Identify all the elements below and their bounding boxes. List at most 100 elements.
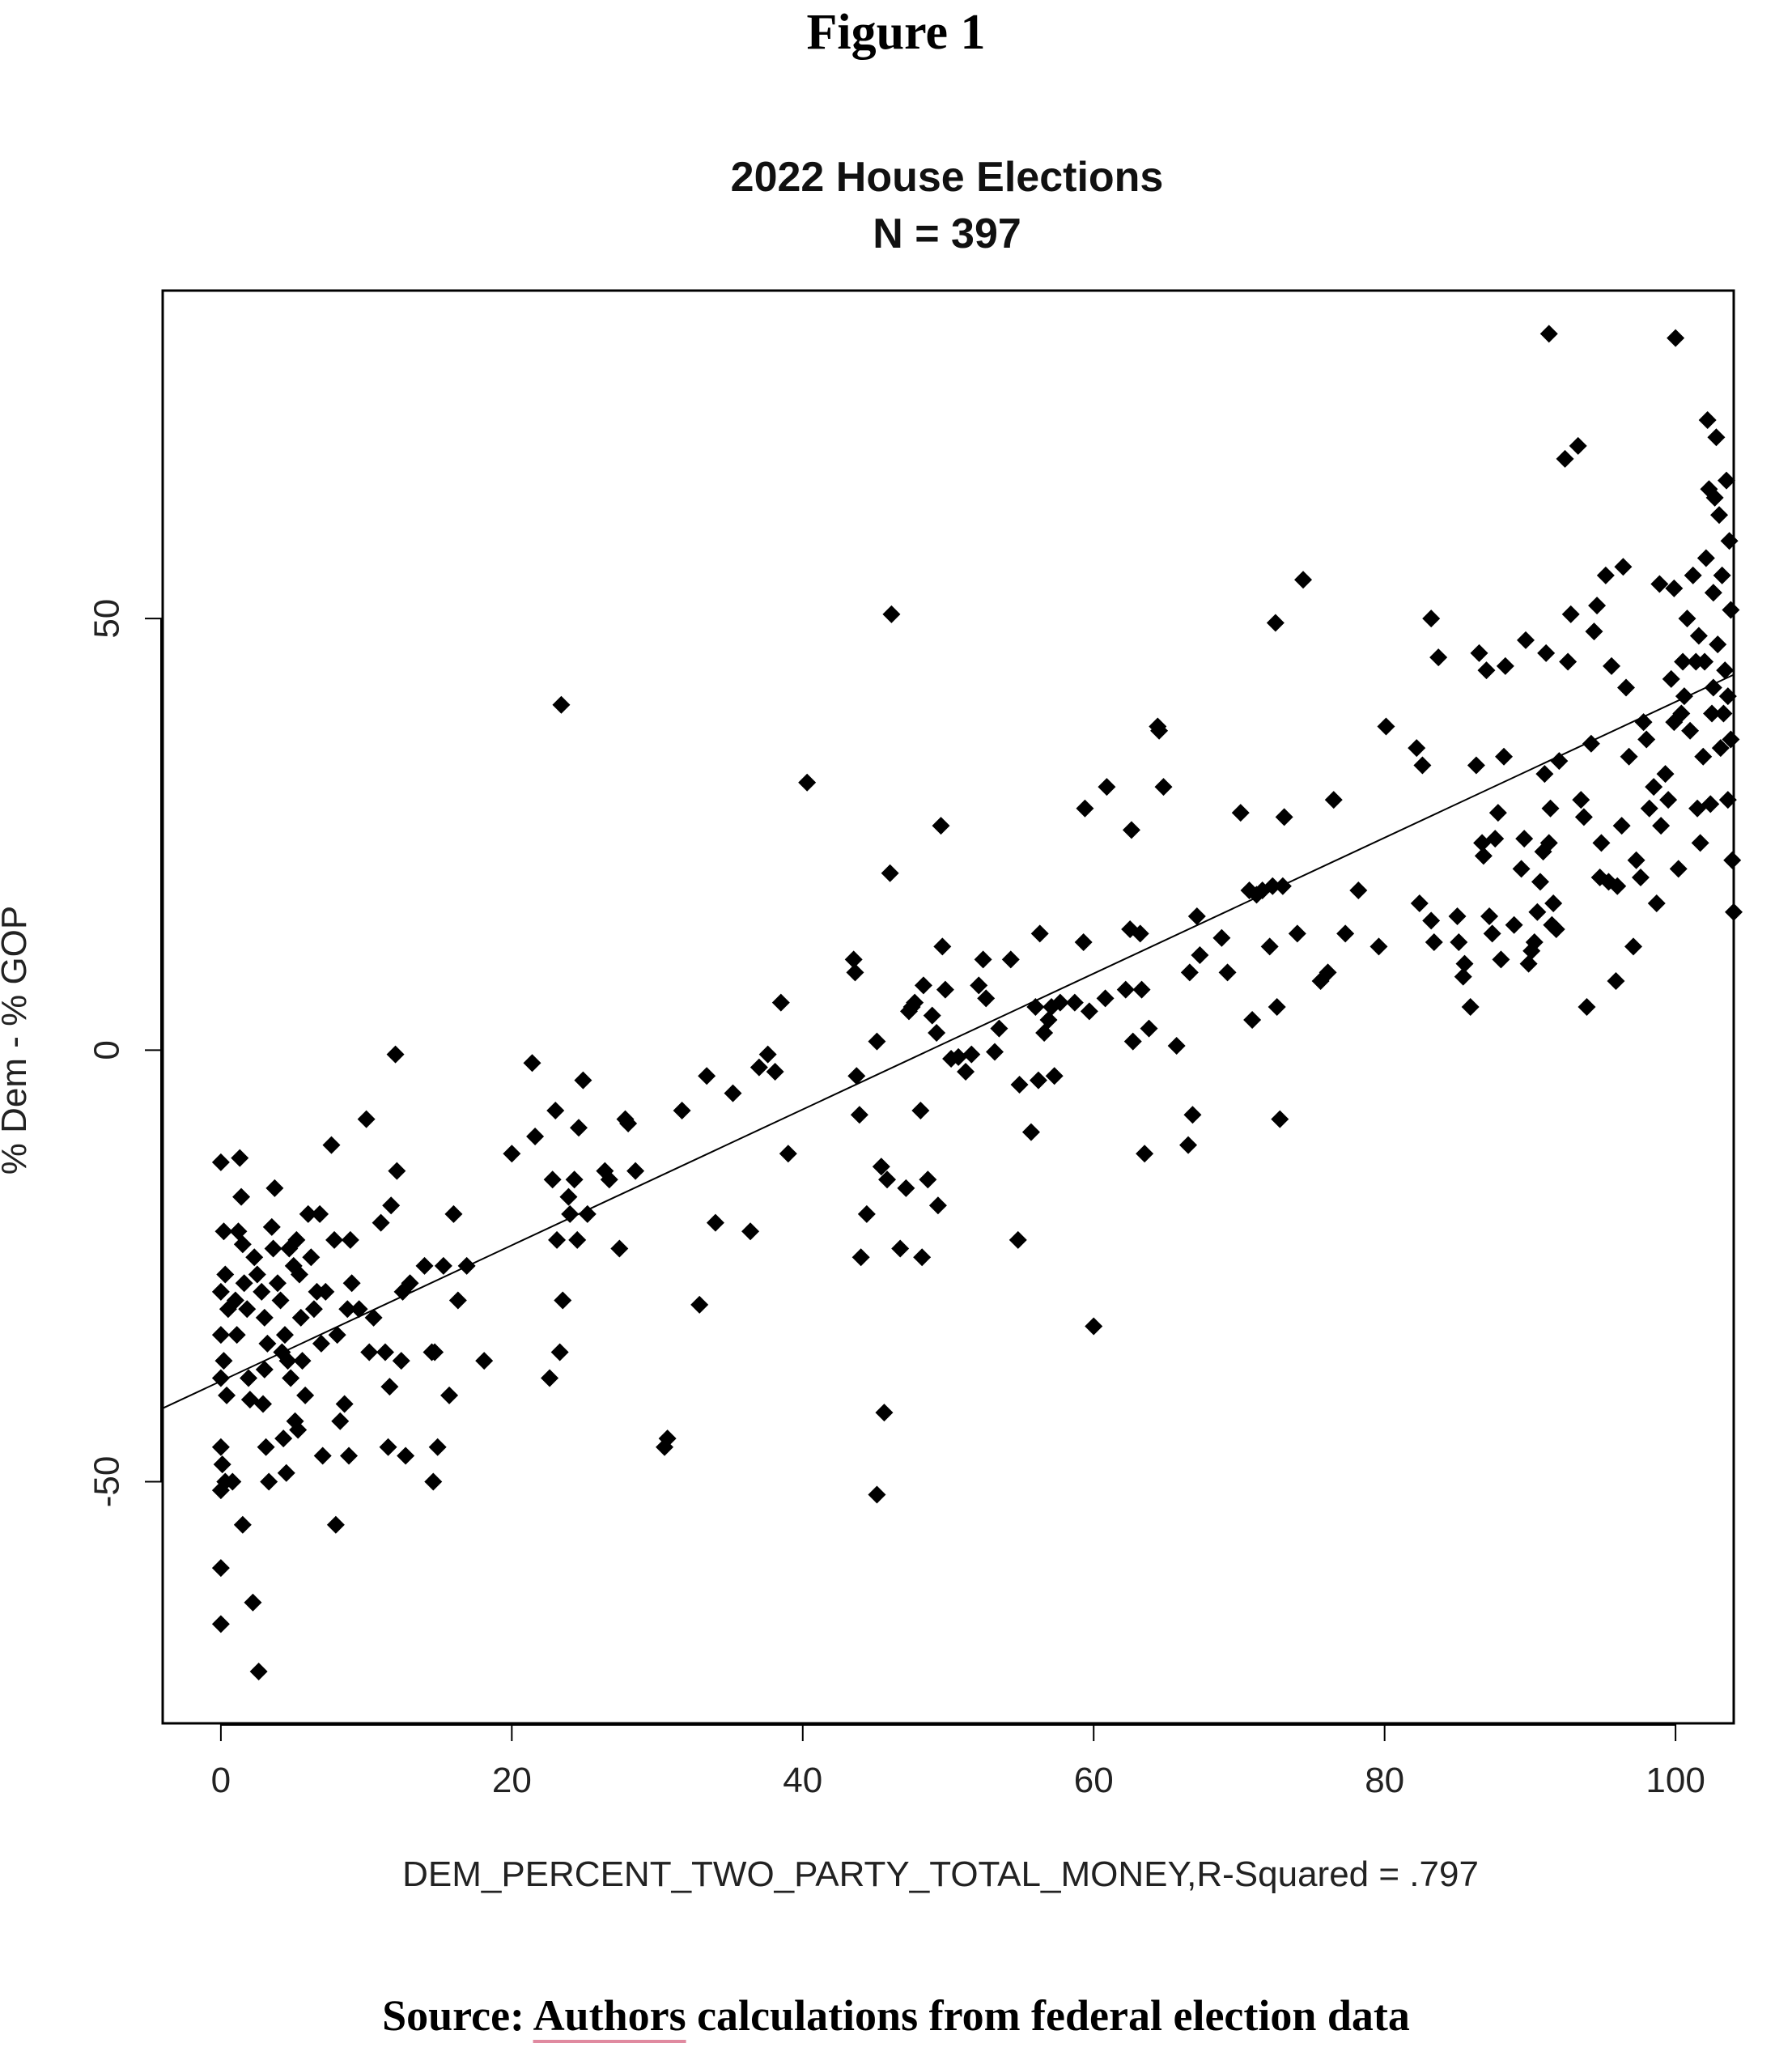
data-point <box>1410 894 1429 913</box>
data-point <box>1665 713 1684 732</box>
data-point <box>226 1291 244 1310</box>
data-point <box>1154 778 1173 796</box>
data-point <box>223 1472 242 1491</box>
data-point <box>1413 756 1432 775</box>
data-point <box>211 1615 230 1633</box>
data-point <box>546 1101 565 1119</box>
data-point <box>233 1235 252 1254</box>
data-point <box>335 1395 354 1413</box>
data-point <box>240 1369 258 1387</box>
data-point <box>1183 1106 1202 1124</box>
data-point <box>779 1145 797 1163</box>
data-point <box>264 1239 282 1258</box>
data-point <box>1492 950 1510 969</box>
data-point <box>928 1196 947 1215</box>
data-point <box>957 1062 975 1081</box>
data-point <box>376 1343 394 1361</box>
data-point <box>741 1222 760 1241</box>
data-point <box>1455 954 1474 973</box>
data-point <box>311 1204 329 1223</box>
data-point <box>253 1282 271 1301</box>
data-point <box>1488 804 1507 822</box>
data-point <box>415 1256 434 1275</box>
data-point <box>1607 972 1625 991</box>
data-point <box>1231 804 1250 822</box>
data-point <box>882 605 901 623</box>
data-point <box>326 1515 345 1534</box>
data-point <box>1711 739 1730 758</box>
data-point <box>1045 1067 1064 1085</box>
data-point <box>658 1429 677 1448</box>
data-point <box>360 1343 379 1361</box>
data-point <box>914 976 932 995</box>
data-point <box>434 1256 452 1275</box>
data-point <box>388 1162 406 1180</box>
data-point <box>1474 847 1493 865</box>
x-axis-label: DEM_PERCENT_TWO_PARTY_TOTAL_MONEY,R-Squa… <box>402 1854 1479 1894</box>
data-point <box>364 1308 383 1327</box>
data-point <box>1572 791 1590 809</box>
data-point <box>1425 933 1443 952</box>
data-point <box>610 1239 629 1258</box>
data-point <box>287 1230 306 1249</box>
data-point <box>312 1334 330 1353</box>
data-point <box>574 1071 592 1090</box>
data-point <box>706 1213 724 1232</box>
data-point <box>296 1386 315 1404</box>
data-point <box>1614 558 1633 576</box>
data-point <box>1030 924 1049 943</box>
data-point <box>1678 610 1696 628</box>
data-point <box>268 1274 287 1293</box>
source-underlined-word: Authors <box>533 1991 686 2040</box>
source-rest: calculations from federal election data <box>686 1991 1410 2040</box>
data-point <box>1624 937 1642 956</box>
data-point <box>1531 873 1549 891</box>
data-point <box>543 1170 562 1189</box>
data-point <box>238 1300 257 1319</box>
data-point <box>1065 993 1084 1012</box>
data-point <box>857 1204 876 1223</box>
data-point <box>457 1256 476 1275</box>
data-point <box>1645 778 1663 796</box>
chart-subtitle: N = 397 <box>873 210 1021 257</box>
data-point <box>1714 704 1733 723</box>
data-point <box>1535 765 1554 784</box>
data-point <box>1470 644 1488 662</box>
data-point <box>232 1187 251 1206</box>
data-point <box>1588 597 1607 615</box>
data-point <box>1656 765 1675 784</box>
data-point <box>1180 963 1199 982</box>
data-point <box>1603 656 1621 675</box>
data-point <box>561 1204 580 1223</box>
data-point <box>986 1043 1004 1061</box>
data-point <box>211 1438 230 1456</box>
data-point <box>1674 652 1692 671</box>
data-point <box>1650 575 1669 593</box>
data-point <box>1349 881 1368 900</box>
data-point <box>1123 1032 1142 1051</box>
data-point <box>271 1291 290 1310</box>
data-point <box>881 864 899 882</box>
data-point <box>1519 954 1538 973</box>
data-point <box>1336 924 1355 943</box>
data-point <box>919 1170 937 1189</box>
data-point <box>1179 1136 1198 1154</box>
data-point <box>844 950 863 969</box>
data-point <box>1659 791 1678 809</box>
data-point <box>290 1265 308 1284</box>
data-point <box>1454 967 1472 986</box>
data-point <box>299 1204 317 1223</box>
data-point <box>255 1360 274 1378</box>
data-point <box>1483 924 1501 943</box>
data-point <box>392 1352 410 1370</box>
data-point <box>257 1438 275 1456</box>
data-point <box>1716 661 1735 680</box>
data-point <box>1450 933 1468 952</box>
y-tick-label: 50 <box>87 599 127 639</box>
data-point <box>1667 329 1685 347</box>
data-point <box>1512 860 1531 878</box>
data-point <box>1647 894 1666 913</box>
data-point <box>1085 1317 1103 1336</box>
x-tick-label: 100 <box>1645 1761 1705 1800</box>
data-point <box>673 1101 691 1119</box>
